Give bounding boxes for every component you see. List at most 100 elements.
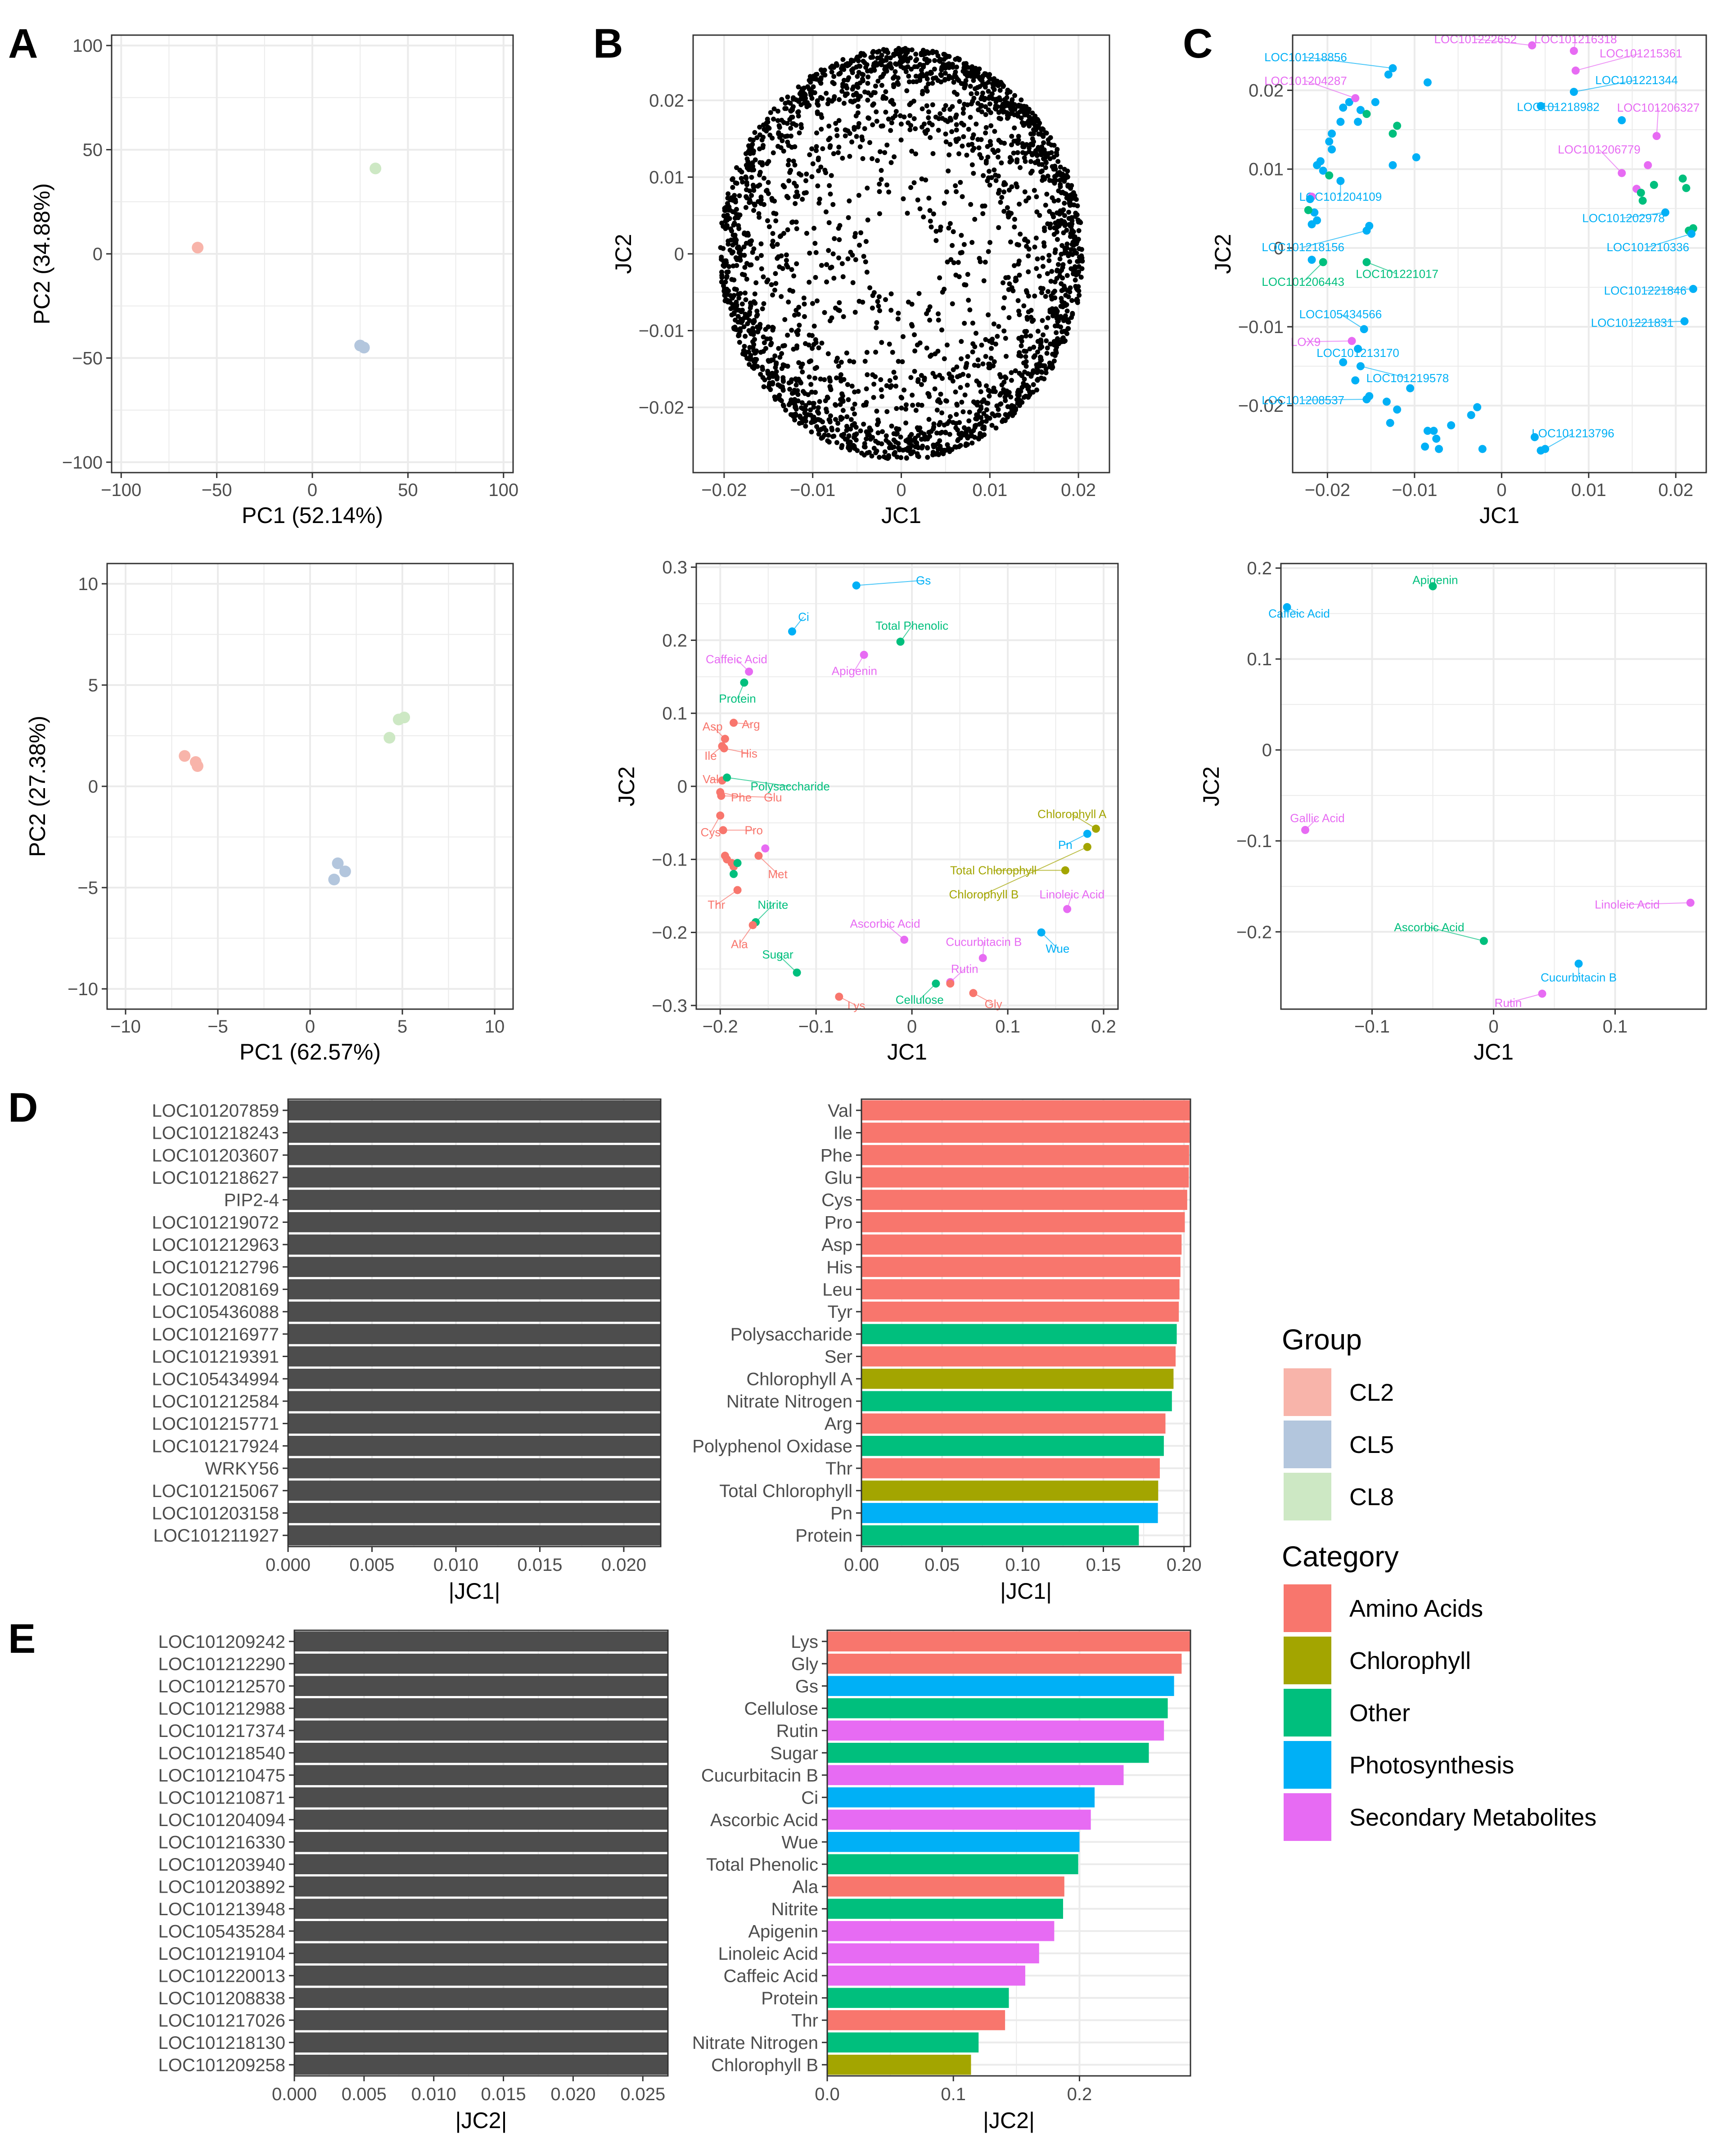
bar: [288, 1145, 661, 1165]
data-point: [979, 419, 985, 424]
data-point: [926, 109, 931, 114]
data-point: [938, 420, 943, 425]
data-point: [1059, 288, 1064, 293]
data-point: [769, 282, 774, 288]
data-point: [945, 442, 950, 447]
y-tick-label: 0: [1274, 239, 1284, 258]
data-point: [912, 332, 917, 338]
data-point: [946, 226, 951, 231]
data-point: [787, 288, 793, 293]
data-point: [969, 989, 978, 997]
data-point: [892, 451, 897, 457]
x-tick-label: 0.00: [844, 1555, 879, 1575]
data-point: [800, 197, 805, 202]
data-point: [910, 402, 915, 408]
data-point: [1043, 165, 1048, 170]
x-tick-label: 0.05: [924, 1555, 960, 1575]
data-point: [936, 397, 942, 402]
x-tick-label: −10: [110, 1017, 141, 1037]
data-point: [839, 261, 845, 266]
data-point: [980, 211, 986, 217]
data-point: [759, 137, 765, 143]
data-point: [964, 153, 969, 158]
data-point: [871, 382, 877, 387]
bar: [827, 1809, 1091, 1830]
data-point: [873, 349, 879, 355]
data-point: [1041, 149, 1047, 155]
data-point: [757, 124, 762, 130]
x-tick-label: 0.005: [349, 1555, 394, 1575]
data-point: [927, 208, 933, 213]
data-point: [791, 273, 797, 279]
data-point: [857, 144, 863, 149]
data-point: [1049, 269, 1055, 274]
x-axis-title: JC1: [881, 503, 921, 528]
data-point: [939, 66, 944, 72]
data-point: [1638, 196, 1647, 205]
data-point: [788, 400, 793, 406]
data-point: [942, 356, 947, 361]
data-point: [1682, 184, 1690, 192]
data-point: [905, 211, 910, 216]
category-label: Thr: [791, 2011, 818, 2030]
data-point: [758, 350, 763, 355]
bar: [827, 1631, 1190, 1652]
data-point: [1022, 155, 1027, 161]
label-leader: [727, 777, 790, 787]
data-point: [963, 78, 969, 83]
data-point: [751, 150, 756, 156]
data-point: [847, 446, 853, 451]
data-point: [1074, 250, 1079, 256]
category-label: LOC101212290: [158, 1654, 285, 1674]
data-point: [751, 299, 757, 304]
data-point: [829, 315, 834, 320]
data-point: [1007, 89, 1013, 95]
data-point: [792, 397, 798, 402]
legend-key: [1284, 1689, 1331, 1737]
point-label: LOC101215361: [1600, 46, 1682, 60]
data-point: [811, 226, 817, 231]
data-point: [986, 249, 991, 254]
y-tick-label: −10: [68, 979, 98, 999]
data-point: [811, 401, 816, 406]
data-point: [771, 106, 777, 112]
data-point: [785, 95, 790, 100]
data-point: [1026, 293, 1031, 299]
data-point: [1051, 143, 1057, 148]
data-point: [954, 364, 960, 370]
legend-key: [1284, 1584, 1331, 1632]
label-leader: [1648, 233, 1692, 248]
data-point: [965, 272, 970, 277]
category-label: LOC101210475: [158, 1766, 285, 1786]
data-point: [957, 373, 963, 379]
data-point: [807, 74, 813, 79]
x-tick-label: −0.01: [790, 480, 835, 500]
data-point: [974, 122, 979, 127]
data-point: [1033, 148, 1038, 153]
data-point: [721, 283, 726, 289]
data-point: [1017, 272, 1022, 278]
data-point: [1045, 271, 1050, 276]
data-point: [940, 116, 945, 121]
data-point: [808, 382, 814, 387]
data-point: [1062, 213, 1067, 218]
data-point: [724, 291, 730, 296]
data-point: [961, 61, 967, 67]
data-point: [1077, 254, 1082, 260]
data-point: [796, 311, 801, 317]
data-point: [808, 92, 814, 98]
data-point: [857, 80, 863, 86]
point-label: Ascorbic Acid: [1394, 920, 1464, 934]
data-point: [964, 441, 969, 447]
data-point: [826, 248, 831, 253]
data-point: [874, 320, 879, 325]
data-point: [996, 110, 1001, 115]
data-point: [879, 177, 884, 182]
data-point: [1304, 206, 1312, 214]
data-point: [811, 323, 817, 329]
data-point: [813, 250, 819, 255]
data-point: [900, 935, 909, 944]
data-point: [853, 231, 858, 236]
data-point: [850, 99, 855, 105]
data-point: [927, 120, 932, 126]
